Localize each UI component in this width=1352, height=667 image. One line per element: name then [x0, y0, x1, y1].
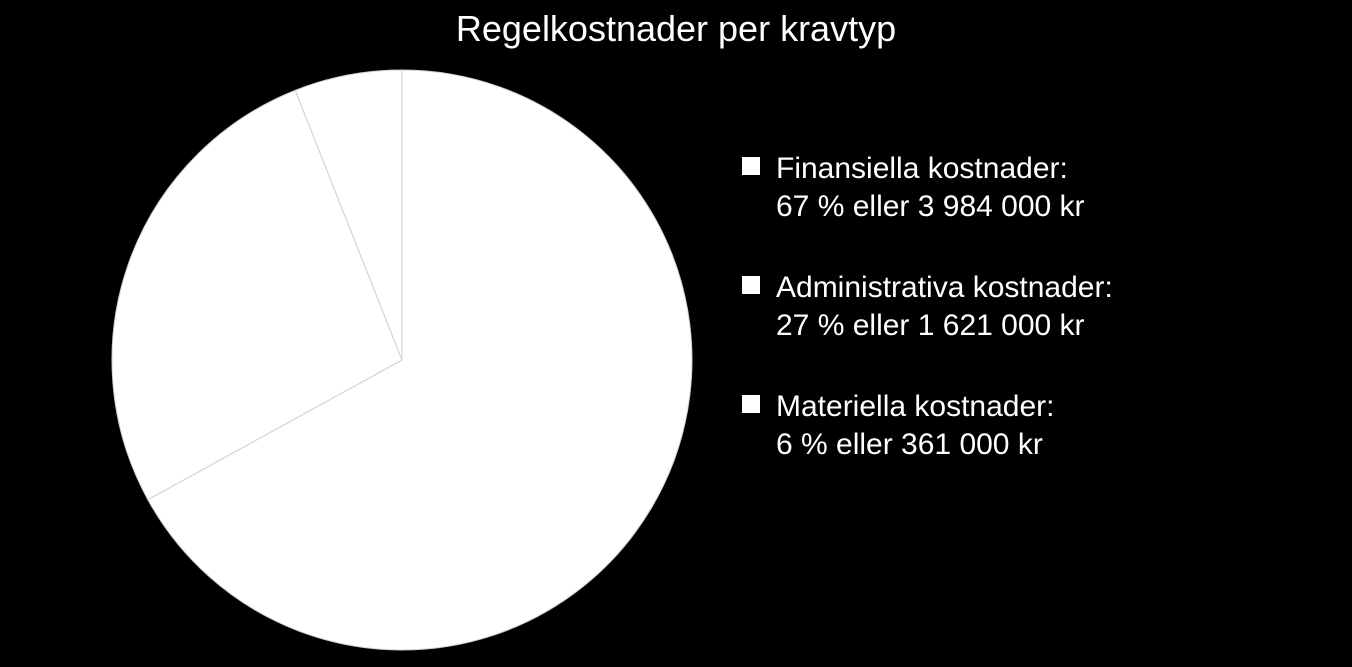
chart-title: Regelkostnader per kravtyp [0, 8, 1352, 50]
legend-label-0: Finansiella kostnader: 67 % eller 3 984 … [776, 150, 1085, 225]
legend: Finansiella kostnader: 67 % eller 3 984 … [740, 150, 1113, 463]
legend-label-1: Administrativa kostnader: 27 % eller 1 6… [776, 269, 1113, 344]
legend-item-0: Finansiella kostnader: 67 % eller 3 984 … [740, 150, 1113, 225]
pie-chart [110, 68, 694, 652]
pie-svg [110, 68, 694, 652]
chart-root: Regelkostnader per kravtyp Finansiella k… [0, 0, 1352, 667]
legend-marker-1 [740, 274, 762, 296]
legend-item-2: Materiella kostnader: 6 % eller 361 000 … [740, 388, 1113, 463]
legend-marker-0 [740, 155, 762, 177]
legend-label-2: Materiella kostnader: 6 % eller 361 000 … [776, 388, 1054, 463]
legend-marker-2 [740, 393, 762, 415]
legend-item-1: Administrativa kostnader: 27 % eller 1 6… [740, 269, 1113, 344]
